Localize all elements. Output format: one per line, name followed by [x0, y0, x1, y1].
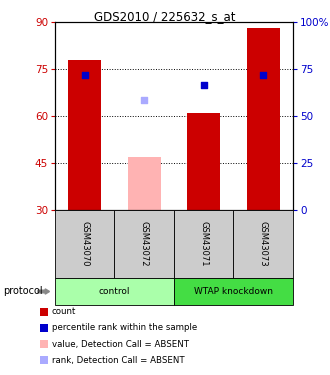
Text: control: control: [99, 287, 130, 296]
Text: GSM43071: GSM43071: [199, 221, 208, 267]
Bar: [247, 28, 280, 210]
Bar: [128, 157, 161, 210]
Point: [201, 82, 206, 88]
Text: GDS2010 / 225632_s_at: GDS2010 / 225632_s_at: [94, 10, 236, 23]
Text: GSM43073: GSM43073: [259, 221, 268, 267]
Text: rank, Detection Call = ABSENT: rank, Detection Call = ABSENT: [52, 356, 184, 364]
Bar: [187, 113, 220, 210]
Text: count: count: [52, 308, 76, 316]
Point: [261, 72, 266, 78]
Text: value, Detection Call = ABSENT: value, Detection Call = ABSENT: [52, 339, 189, 348]
Point: [142, 98, 147, 104]
Text: WTAP knockdown: WTAP knockdown: [194, 287, 273, 296]
Bar: [68, 60, 101, 210]
Text: percentile rank within the sample: percentile rank within the sample: [52, 324, 197, 333]
Text: GSM43072: GSM43072: [140, 221, 149, 267]
Text: protocol: protocol: [3, 286, 43, 297]
Point: [82, 72, 87, 78]
Text: GSM43070: GSM43070: [80, 221, 89, 267]
